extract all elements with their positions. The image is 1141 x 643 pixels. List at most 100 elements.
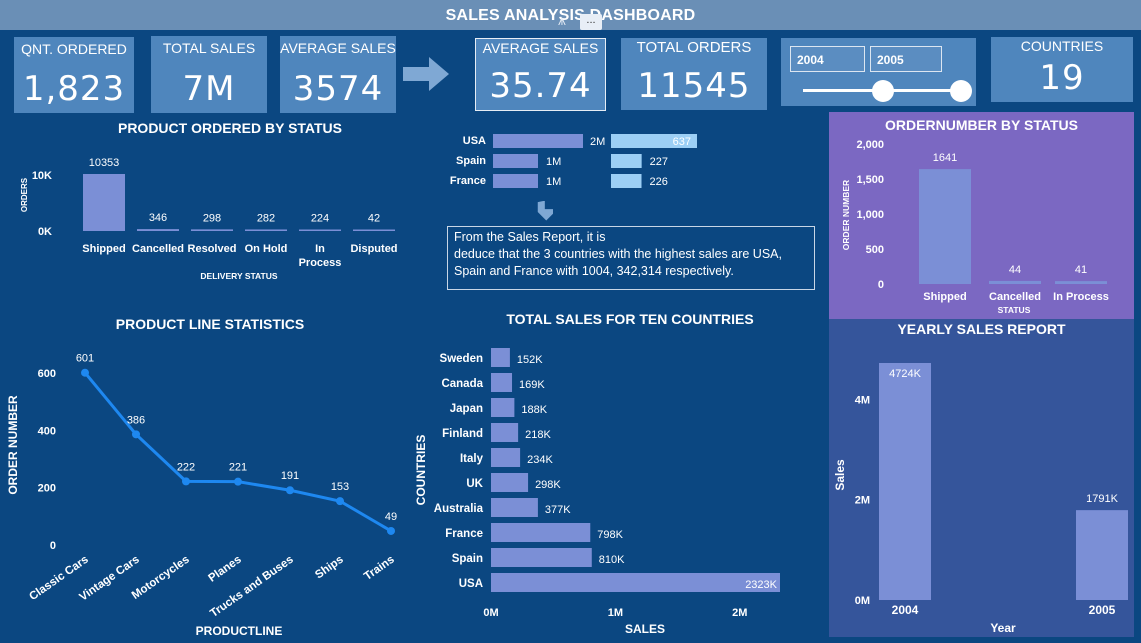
- tick-label: 10K: [32, 170, 52, 182]
- top-countries-chart: USA 2M 637 Spain 1M 227 France 1M 226: [450, 134, 697, 188]
- category-label: Ships: [313, 554, 346, 582]
- category-label: USA: [459, 578, 483, 590]
- productline-chart-title: PRODUCT LINE STATISTICS: [115, 316, 305, 332]
- data-label: 226: [650, 176, 668, 188]
- category-label: Japan: [450, 403, 483, 415]
- axis-label: ORDER NUMBER: [841, 180, 851, 250]
- year-slider-start-handle[interactable]: [872, 80, 894, 102]
- category-label: Australia: [434, 503, 484, 515]
- ordernumber-panel: [829, 112, 1134, 319]
- bar: [491, 348, 510, 367]
- tick-label: 2M: [732, 607, 747, 619]
- kpi-value: 7M: [182, 69, 236, 109]
- bar: [611, 174, 642, 188]
- category-label: Italy: [460, 453, 484, 465]
- data-label: 298: [203, 212, 221, 224]
- tick-label: 2,000: [856, 139, 884, 151]
- category-label: Canada: [441, 378, 483, 390]
- kpi-value: 35.74: [489, 66, 592, 106]
- yearly-chart: 0M 2M 4M 4724K 2004 1791K 2005 Year Sales: [833, 363, 1128, 635]
- bar: [879, 363, 931, 600]
- category-label: Shipped: [82, 243, 125, 255]
- bar: [611, 134, 697, 148]
- data-label: 152K: [517, 354, 543, 366]
- yearly-chart-title: YEARLY SALES REPORT: [897, 321, 1066, 337]
- data-label: 386: [127, 414, 145, 426]
- category-label: France: [445, 528, 483, 540]
- category-label: Disputed: [350, 243, 397, 255]
- category-label: In: [315, 243, 325, 255]
- filter-icon[interactable]: ⩚: [558, 12, 566, 28]
- data-label: 234K: [527, 454, 553, 466]
- data-point: [81, 368, 89, 377]
- bar: [83, 174, 125, 231]
- data-point: [336, 497, 344, 506]
- kpi-value: 1,823: [22, 69, 126, 109]
- kpi-value: 11545: [637, 66, 751, 106]
- countries-chart-title: TOTAL SALES FOR TEN COUNTRIES: [506, 311, 754, 327]
- category-label: Cancelled: [989, 291, 1041, 303]
- tick-label: 0: [878, 279, 884, 291]
- bar: [491, 448, 521, 467]
- series-line: [83, 371, 392, 533]
- kpi-countries: COUNTRIES 19: [991, 37, 1133, 102]
- more-options-icon[interactable]: ...: [580, 14, 602, 30]
- category-label: Finland: [442, 428, 483, 440]
- year-start-input[interactable]: 2004: [790, 46, 865, 72]
- tick-label: 4M: [855, 394, 870, 406]
- bar: [611, 154, 642, 168]
- tick-label: 0: [50, 540, 56, 552]
- category-label: Shipped: [923, 291, 966, 303]
- bar: [491, 423, 519, 442]
- bar: [491, 498, 538, 517]
- bar: [491, 473, 529, 492]
- data-label: 49: [385, 511, 397, 523]
- tick-label: 1,500: [856, 174, 884, 186]
- bar: [1076, 510, 1128, 600]
- ordernumber-chart-title: ORDERNUMBER BY STATUS: [885, 117, 1078, 133]
- bar: [493, 134, 583, 148]
- bar: [493, 174, 538, 188]
- kpi-average-sales: AVERAGE SALES 3574: [280, 36, 396, 113]
- data-point: [234, 477, 242, 486]
- tick-label: 600: [38, 368, 56, 380]
- bar: [491, 548, 592, 567]
- data-label: 282: [257, 212, 275, 224]
- kpi-average-sales-secondary: AVERAGE SALES 35.74: [475, 38, 606, 111]
- status-chart-title: PRODUCT ORDERED BY STATUS: [117, 120, 342, 136]
- data-label: 224: [311, 213, 329, 225]
- bar: [299, 229, 341, 231]
- data-label: 222: [177, 461, 195, 473]
- tick-label: 0M: [855, 595, 870, 607]
- tick-label: 500: [866, 244, 884, 256]
- tick-label: 0M: [483, 607, 498, 619]
- axis-label: COUNTRIES: [414, 435, 428, 506]
- dashboard-title: SALES ANALYSIS DASHBOARD: [0, 0, 1141, 30]
- data-label: 4724K: [889, 368, 921, 380]
- kpi-label: TOTAL ORDERS: [636, 39, 752, 56]
- category-label: UK: [466, 478, 483, 490]
- data-label: 810K: [599, 554, 625, 566]
- year-end-input[interactable]: 2005: [870, 46, 942, 72]
- data-point: [286, 486, 294, 495]
- sales-note: From the Sales Report, it is deduce that…: [447, 226, 815, 290]
- year-slider-end-handle[interactable]: [950, 80, 972, 102]
- kpi-quantity-ordered: QNT. ORDERED 1,823: [14, 37, 134, 113]
- ordernumber-chart: 0 500 1,000 1,500 2,000 1641 Shipped 44 Cancelle…: [841, 139, 1109, 315]
- note-line: Spain and France with 1004, 342,314 resp…: [454, 264, 734, 278]
- data-label: 2323K: [745, 579, 777, 591]
- tick-label: 2M: [855, 495, 870, 507]
- data-label: 42: [368, 213, 380, 225]
- data-label: 153: [331, 481, 349, 493]
- axis-label: ORDER NUMBER: [6, 395, 20, 495]
- data-label: 191: [281, 470, 299, 482]
- category-label: Trains: [362, 554, 397, 583]
- data-label: 2M: [590, 136, 605, 148]
- category-label: 2004: [892, 603, 919, 617]
- visual-header-controls: ⩚ ...: [558, 12, 608, 32]
- kpi-label: QNT. ORDERED: [21, 41, 127, 57]
- category-label: Spain: [452, 553, 483, 565]
- kpi-label: AVERAGE SALES: [482, 40, 599, 56]
- kpi-label: AVERAGE SALES: [280, 40, 396, 56]
